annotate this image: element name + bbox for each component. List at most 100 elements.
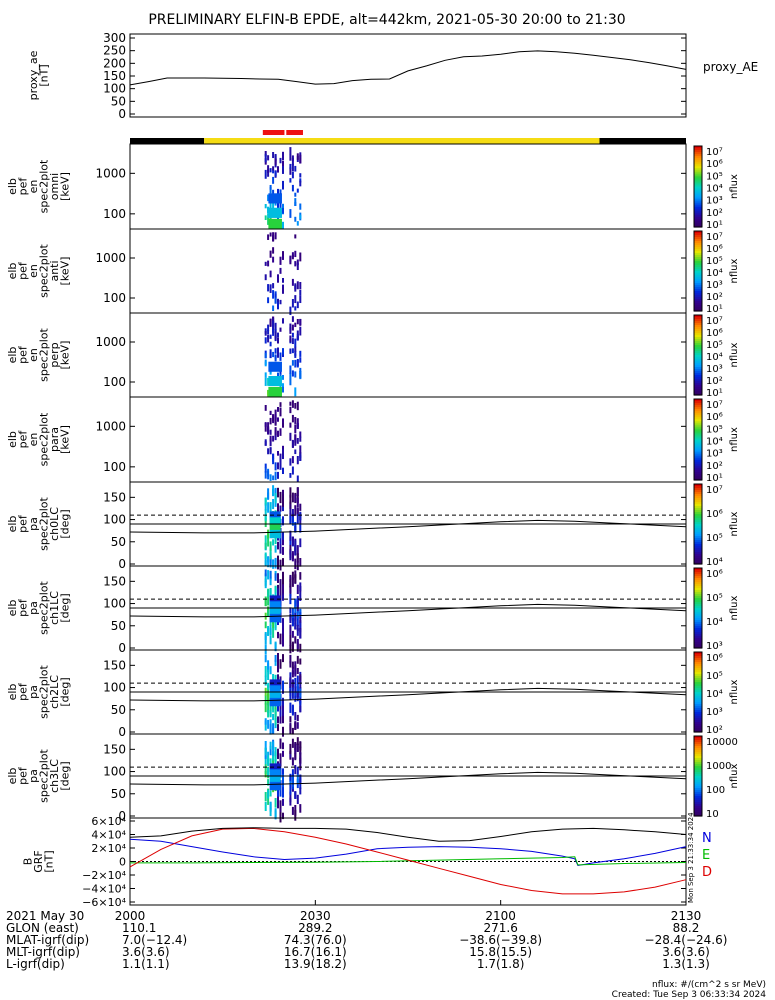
- spectrogram-cell: [274, 545, 277, 553]
- spectrogram-cell: [282, 637, 284, 647]
- colorbar-step: [694, 718, 702, 721]
- spectrogram-cell: [291, 806, 294, 815]
- colorbar-step: [694, 208, 702, 212]
- colorbar-step: [694, 576, 702, 579]
- en-spec2plot-omni-colorbar-frame: [693, 145, 703, 228]
- colorbar-step: [694, 253, 702, 256]
- colorbar-step: [694, 401, 702, 404]
- en-spec2plot-perp-ylabel-line: spec2plot: [37, 328, 50, 382]
- spectrogram-cell: [274, 655, 277, 662]
- spectrogram-cell: [294, 765, 297, 775]
- pa-spec2plot-ch1LC-colorbar: [694, 568, 702, 649]
- ephemeris-value: 271.6: [483, 921, 517, 935]
- spectrogram-cell: [294, 722, 297, 730]
- spectrogram-cell: [282, 726, 284, 737]
- colorbar-step: [694, 353, 702, 356]
- colorbar-step: [694, 299, 702, 302]
- spectrogram-cell: [299, 582, 302, 592]
- colorbar-step: [694, 349, 702, 352]
- spectrogram-cell: [272, 723, 275, 734]
- spectrogram-cell: [267, 663, 270, 673]
- spectrogram-cell: [289, 645, 292, 654]
- x-axis-tick-label: 2130: [671, 909, 702, 923]
- en-spec2plot-para-ylabel-line: [keV]: [58, 425, 71, 454]
- colorbar-step: [694, 502, 702, 505]
- pa-spec2plot-ch2LC-ytick-label: 100: [103, 681, 126, 695]
- pa-spec2plot-ch0LC-ytick-label: 50: [111, 535, 126, 549]
- spectrogram-cell: [299, 295, 302, 304]
- colorbar-step: [694, 385, 702, 388]
- spectrogram-cell: [279, 755, 282, 767]
- colorbar-step: [694, 337, 702, 340]
- pa-spec2plot-ch0LC-ytick-label: 150: [103, 490, 126, 504]
- colorbar-step: [694, 415, 702, 418]
- spectrogram-cell: [299, 367, 302, 373]
- spectrogram-cell: [269, 635, 272, 645]
- en-spec2plot-anti-ylabel-line: spec2plot: [37, 244, 50, 298]
- pa-spec2plot-ch3LC-colorbar-label: nflux: [729, 763, 740, 788]
- spectrogram-cell: [277, 471, 279, 479]
- pa-spec2plot-ch2LC-ylabel-line: ch2LC: [48, 675, 61, 709]
- pa-spectrogram-core: [269, 697, 281, 707]
- colorbar-step: [694, 393, 702, 396]
- colorbar-step: [694, 355, 702, 358]
- pa-spec2plot-ch2LC-ylabel-line: pef: [16, 682, 29, 701]
- spectrogram-cell: [291, 157, 294, 166]
- colorbar-step: [694, 164, 702, 167]
- spectrogram-cell: [289, 672, 292, 682]
- colorbar-step: [694, 325, 702, 328]
- colorbar-step: [694, 532, 702, 535]
- colorbar-step: [694, 640, 702, 643]
- colorbar-step: [694, 433, 702, 437]
- spectrogram-cell: [282, 538, 284, 546]
- colorbar-step: [694, 363, 702, 366]
- en-spec2plot-perp-ylabel-line: perp: [48, 342, 61, 367]
- spectrogram-cell: [299, 804, 302, 813]
- spectrogram-cell: [264, 467, 267, 473]
- spectrogram-cell: [274, 747, 277, 757]
- spectrogram-cell: [274, 487, 277, 498]
- colorbar-step: [694, 309, 702, 312]
- spectrogram-cell: [289, 624, 292, 636]
- spectrogram-cell: [277, 588, 279, 595]
- ephemeris-value: 1.1(1.1): [122, 957, 170, 971]
- spectrogram-cell: [282, 558, 284, 567]
- spectrogram-cell: [294, 322, 297, 328]
- en-spec2plot-omni-ylabel-line: [keV]: [58, 172, 71, 201]
- spectrogram-cell: [282, 798, 284, 806]
- spectrogram-cell: [296, 743, 299, 752]
- spectrogram-cell: [282, 348, 284, 355]
- colorbar-step: [694, 520, 702, 523]
- spectrogram-cell: [269, 588, 272, 596]
- colorbar-step: [694, 459, 702, 463]
- spectrogram-cell: [274, 417, 277, 425]
- spectrogram-cell: [289, 335, 292, 343]
- colorbar-step: [694, 172, 702, 175]
- spectrogram-cell: [267, 377, 270, 386]
- b-grf-ylabel-line: B: [22, 858, 35, 866]
- colorbar-step: [694, 548, 702, 551]
- spectrogram-cell: [274, 414, 277, 420]
- spectrogram-cell: [267, 502, 270, 513]
- ephemeris-value: 7.0(−12.4): [122, 933, 187, 947]
- spectrogram-cell: [264, 372, 267, 378]
- spectrogram-cell: [291, 577, 294, 587]
- colorbar-step: [694, 542, 702, 545]
- spectrogram-cell: [296, 794, 299, 805]
- spectrogram-cell: [296, 598, 299, 606]
- colorbar-step: [694, 596, 702, 599]
- spectrogram-cell: [272, 328, 275, 336]
- colorbar-step: [694, 772, 702, 775]
- spectrogram-cell: [294, 494, 297, 502]
- spectrogram-cell: [296, 624, 299, 631]
- spectrogram-cell: [291, 670, 294, 678]
- colorbar-step: [694, 514, 702, 517]
- spectrogram-cell: [289, 255, 292, 263]
- spectrogram-cell: [269, 334, 272, 339]
- spectrogram-cell: [279, 633, 282, 645]
- spectrogram-cell: [294, 438, 297, 446]
- en-spec2plot-para-colorbar: [694, 399, 702, 481]
- colorbar-step: [694, 792, 702, 795]
- spectrogram-cell: [294, 525, 297, 533]
- spectrogram-cell: [289, 689, 292, 701]
